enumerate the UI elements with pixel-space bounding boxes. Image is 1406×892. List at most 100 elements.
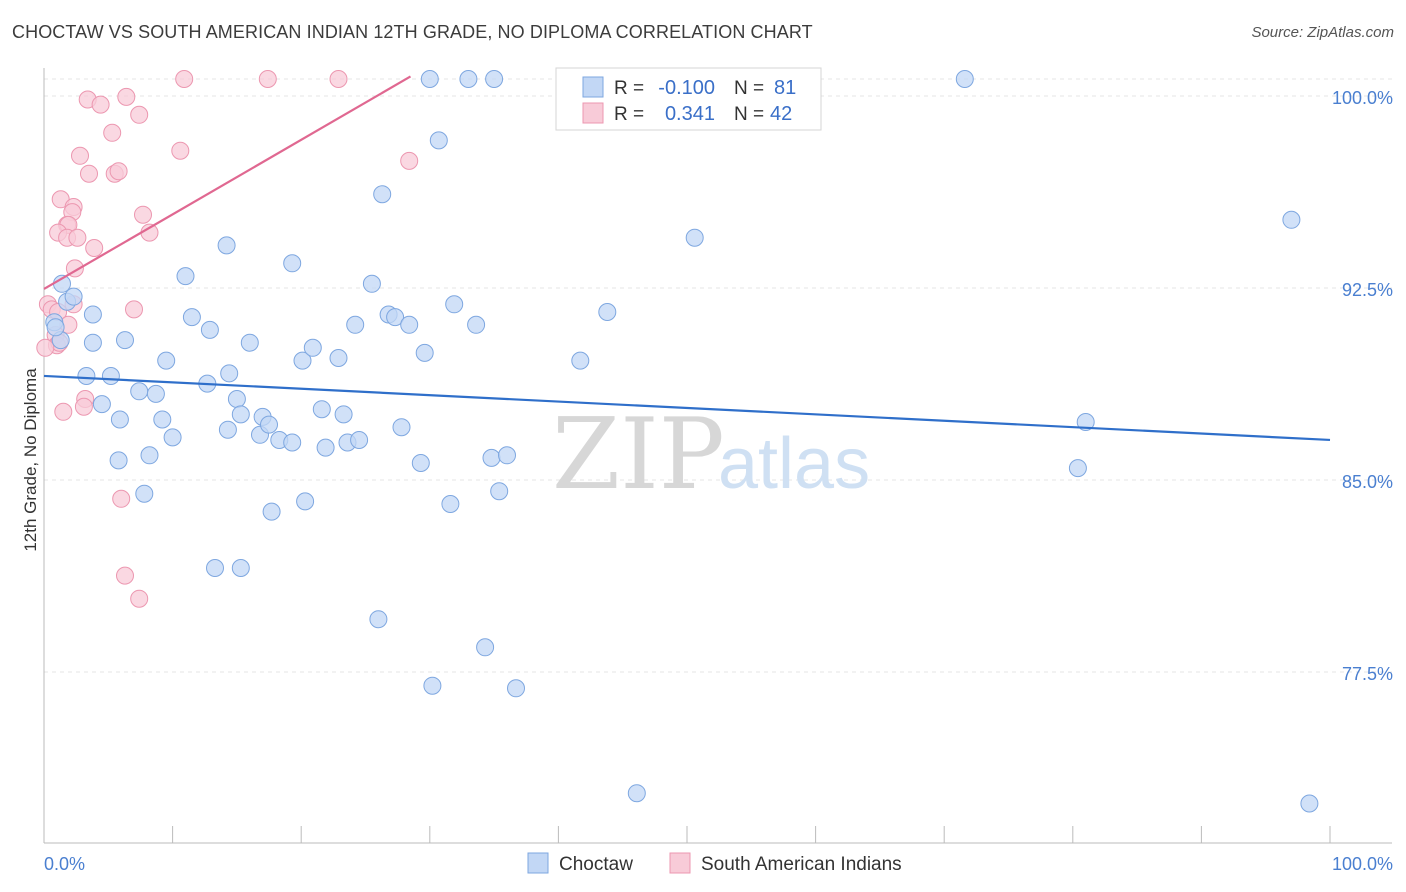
sai-point-7	[80, 164, 98, 183]
choctaw-point-59	[476, 638, 495, 657]
sai-point-40	[329, 70, 348, 88]
source-credit: Source: ZipAtlas.com	[1251, 24, 1394, 41]
choctaw-point-38	[303, 338, 322, 357]
trend-lines	[43, 75, 1331, 442]
choctaw-point-20	[135, 484, 154, 503]
choctaw-point-56	[441, 495, 460, 513]
gridlines	[44, 78, 1392, 673]
choctaw-point-7	[83, 333, 102, 352]
sai-point-33	[74, 397, 93, 416]
legend-r-label-choctaw: R =	[614, 78, 644, 99]
choctaw-point-54	[423, 676, 442, 695]
choctaw-point-37	[283, 254, 302, 273]
y-tick-label-3: 100.0%	[1332, 88, 1393, 108]
choctaw-point-67	[685, 228, 704, 247]
choctaw-point-75	[485, 70, 504, 88]
choctaw-point-52	[411, 454, 430, 472]
choctaw-point-79	[1282, 210, 1301, 229]
choctaw-point-41	[329, 349, 348, 367]
sai-point-6	[71, 146, 89, 165]
choctaw-point-65	[598, 303, 617, 321]
choctaw-point-10	[92, 395, 111, 414]
sai-point-4	[130, 105, 149, 124]
y-axis-label: 12th Grade, No Diploma	[21, 368, 40, 552]
choctaw-point-12	[130, 382, 149, 401]
choctaw-point-25	[218, 420, 237, 439]
choctaw-point-18	[109, 451, 128, 470]
choctaw-point-33	[260, 415, 278, 434]
tick-labels: 77.5% 85.0% 92.5% 100.0% 0.0% 100.0%	[44, 88, 1393, 874]
legend-n-value-choctaw: 81	[774, 77, 796, 99]
sai-point-25	[125, 300, 143, 319]
choctaw-point-60	[482, 448, 501, 467]
x-tick-label-1: 100.0%	[1332, 854, 1393, 874]
choctaw-point-17	[110, 410, 129, 429]
choctaw-point-21	[176, 267, 195, 286]
choctaw-point-6	[83, 305, 102, 324]
bottom-legend-swatch-sai	[669, 852, 691, 874]
sai-point-20	[85, 239, 104, 257]
sai-point-9	[109, 162, 128, 181]
choctaw-point-68	[369, 610, 388, 629]
choctaw-point-3	[64, 287, 83, 306]
choctaw-point-36	[293, 351, 312, 370]
axes	[43, 68, 1392, 844]
legend-swatch-choctaw	[582, 76, 604, 98]
choctaw-point-80	[1300, 794, 1319, 813]
sai-point-13	[134, 205, 152, 224]
choctaw-point-11	[116, 331, 134, 350]
choctaw-point-69	[296, 492, 315, 511]
legend: R = -0.100 N = 81 R = 0.341 N = 42	[555, 67, 822, 131]
choctaw-point-66	[627, 784, 646, 803]
choctaw-point-5	[46, 318, 65, 337]
choctaw-point-13	[146, 384, 165, 403]
choctaw-point-26	[220, 364, 239, 383]
sai-point-35	[112, 489, 131, 508]
chart-title: CHOCTAW VS SOUTH AMERICAN INDIAN 12TH GR…	[12, 22, 813, 42]
choctaw-point-53	[415, 343, 434, 362]
choctaw-point-63	[507, 679, 525, 698]
choctaw-point-24	[200, 320, 219, 339]
sai-point-2	[117, 87, 136, 106]
choctaw-point-46	[362, 274, 381, 293]
legend-n-label-choctaw: N =	[734, 78, 764, 99]
choctaw-point-51	[400, 315, 419, 334]
choctaw-point-64	[571, 351, 590, 370]
choctaw-point-8	[101, 367, 120, 385]
sai-point-39	[258, 70, 277, 88]
series-south-american-indians	[36, 70, 419, 608]
bottom-legend-label-sai: South American Indians	[701, 854, 902, 875]
series-choctaw	[45, 70, 1319, 813]
trend-line-sai	[43, 75, 412, 290]
sai-point-3	[103, 123, 122, 142]
y-tick-label-1: 85.0%	[1342, 472, 1393, 492]
sai-point-36	[116, 566, 134, 585]
choctaw-point-45	[350, 431, 369, 449]
choctaw-point-58	[467, 315, 486, 334]
choctaw-point-62	[498, 446, 516, 465]
choctaw-point-9	[77, 367, 96, 385]
choctaw-point-55	[429, 131, 448, 150]
watermark: ZIP atlas	[552, 398, 870, 512]
choctaw-point-42	[334, 405, 353, 424]
choctaw-point-74	[459, 70, 478, 88]
choctaw-point-73	[420, 70, 439, 88]
bottom-legend-swatch-choctaw	[527, 852, 549, 874]
choctaw-point-19	[140, 446, 159, 465]
choctaw-point-27	[227, 390, 246, 408]
choctaw-point-72	[206, 559, 224, 577]
choctaw-point-76	[955, 70, 974, 88]
sai-point-38	[175, 70, 194, 88]
y-tick-label-0: 77.5%	[1342, 664, 1393, 684]
choctaw-point-16	[163, 428, 182, 447]
choctaw-point-47	[373, 185, 392, 204]
legend-swatch-sai	[582, 102, 604, 124]
choctaw-point-22	[182, 308, 201, 327]
choctaw-point-14	[157, 351, 176, 370]
choctaw-point-77	[1076, 413, 1095, 431]
sai-point-41	[400, 151, 419, 170]
sai-point-37	[130, 589, 149, 608]
legend-r-value-sai: 0.341	[665, 103, 715, 125]
sai-point-34	[54, 402, 73, 421]
legend-n-value-sai: 42	[770, 103, 792, 125]
